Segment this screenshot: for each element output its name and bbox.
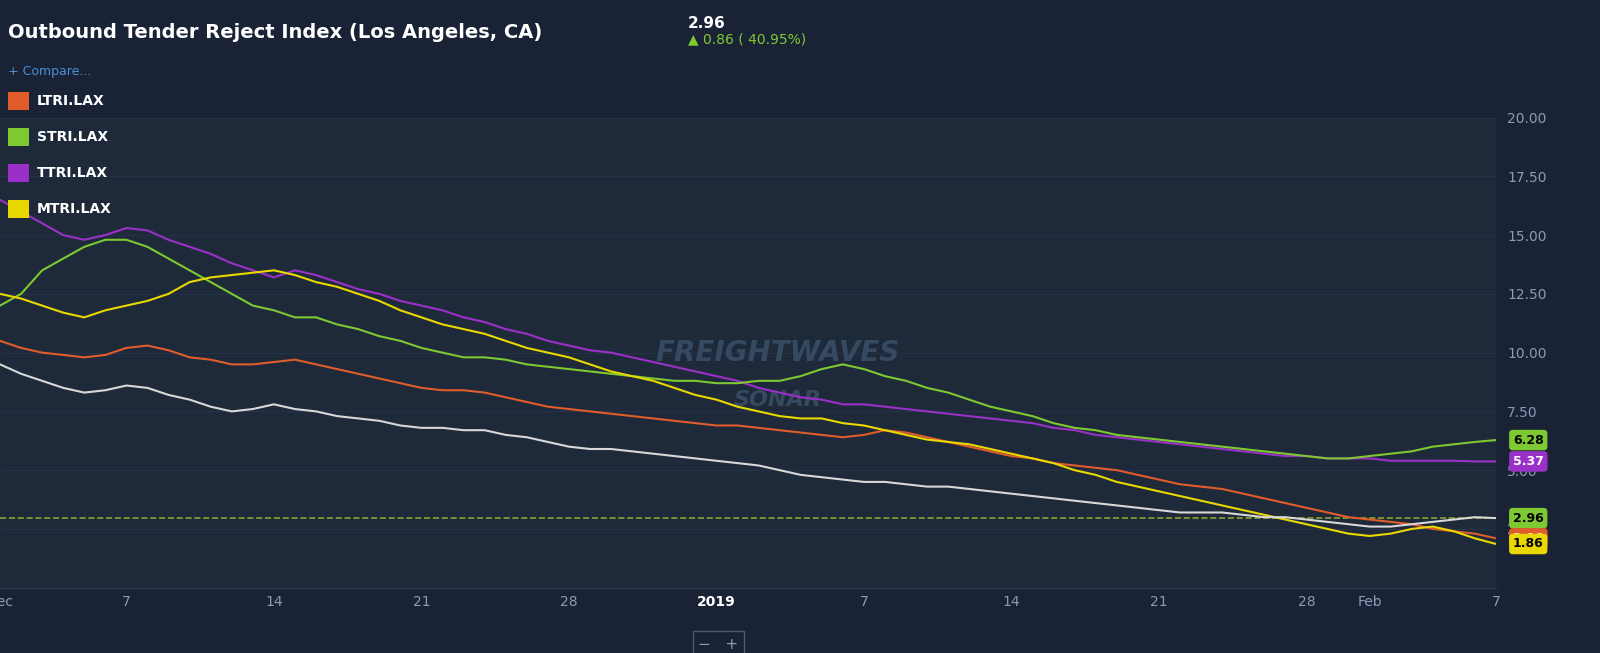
Text: + Compare...: + Compare... (8, 65, 91, 78)
Text: 2.10: 2.10 (1514, 532, 1544, 545)
Text: STRI.LAX: STRI.LAX (37, 130, 107, 144)
Text: FREIGHTWAVES: FREIGHTWAVES (656, 339, 901, 366)
Text: −   +: − + (698, 637, 738, 652)
Text: 6.28: 6.28 (1514, 434, 1544, 447)
Text: SONAR: SONAR (734, 390, 822, 409)
Text: 1.86: 1.86 (1514, 537, 1544, 550)
Text: 5.37: 5.37 (1514, 455, 1544, 468)
Text: MTRI.LAX: MTRI.LAX (37, 202, 112, 216)
Text: Outbound Tender Reject Index (Los Angeles, CA): Outbound Tender Reject Index (Los Angele… (8, 23, 542, 42)
Text: ▲ 0.86 ( 40.95%): ▲ 0.86 ( 40.95%) (688, 33, 806, 46)
Text: 2.96: 2.96 (688, 16, 726, 31)
Text: LTRI.LAX: LTRI.LAX (37, 94, 104, 108)
Text: 2.96: 2.96 (1514, 511, 1544, 524)
Text: TTRI.LAX: TTRI.LAX (37, 166, 107, 180)
